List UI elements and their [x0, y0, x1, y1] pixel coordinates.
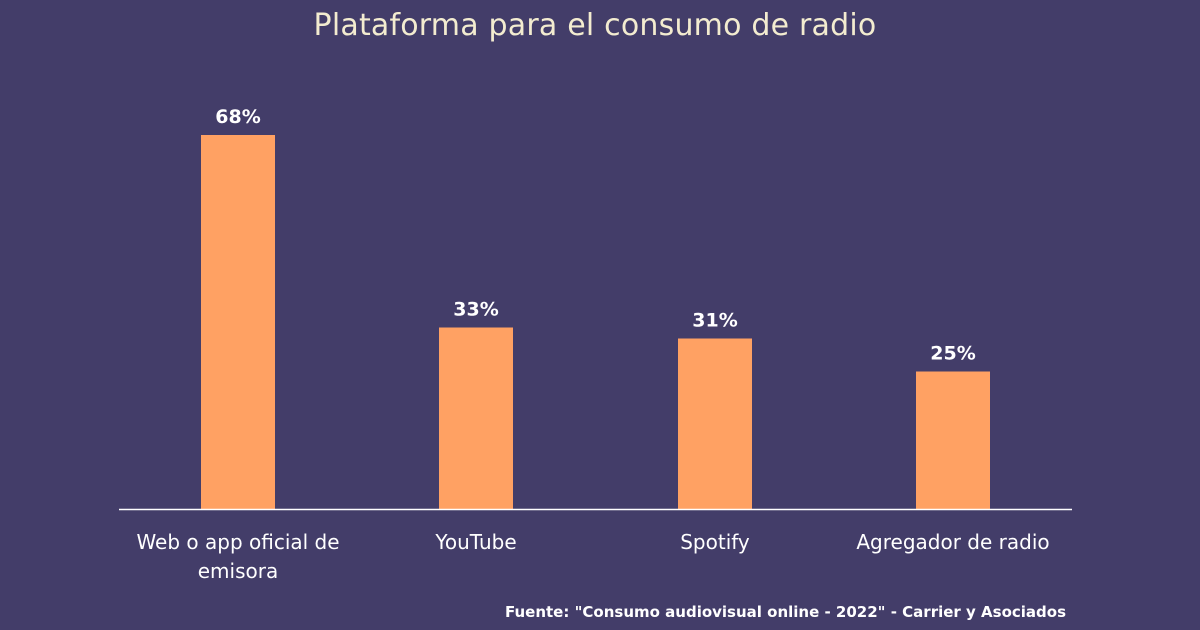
category-label-4: Agregador de radio	[856, 530, 1049, 554]
bar-1	[201, 135, 275, 509]
data-label-4: 25%	[930, 343, 975, 365]
bar-4	[916, 371, 990, 509]
data-label-1: 68%	[215, 106, 260, 128]
category-label-2: YouTube	[434, 530, 516, 554]
chart-title: Plataforma para el consumo de radio	[313, 8, 877, 43]
source-note: Fuente: "Consumo audiovisual online - 20…	[504, 603, 1066, 621]
bars-group	[201, 135, 990, 509]
data-label-3: 31%	[692, 310, 737, 332]
category-labels-group: Web o app oficial de emisora YouTube Spotif…	[136, 530, 1049, 583]
bar-3	[678, 338, 752, 509]
category-label-3: Spotify	[680, 530, 750, 554]
value-labels-group: 68% 33% 31% 25%	[215, 106, 975, 365]
bar-2	[439, 327, 513, 509]
category-label-1: Web o app oficial de emisora	[136, 530, 339, 583]
data-label-2: 33%	[453, 299, 498, 321]
